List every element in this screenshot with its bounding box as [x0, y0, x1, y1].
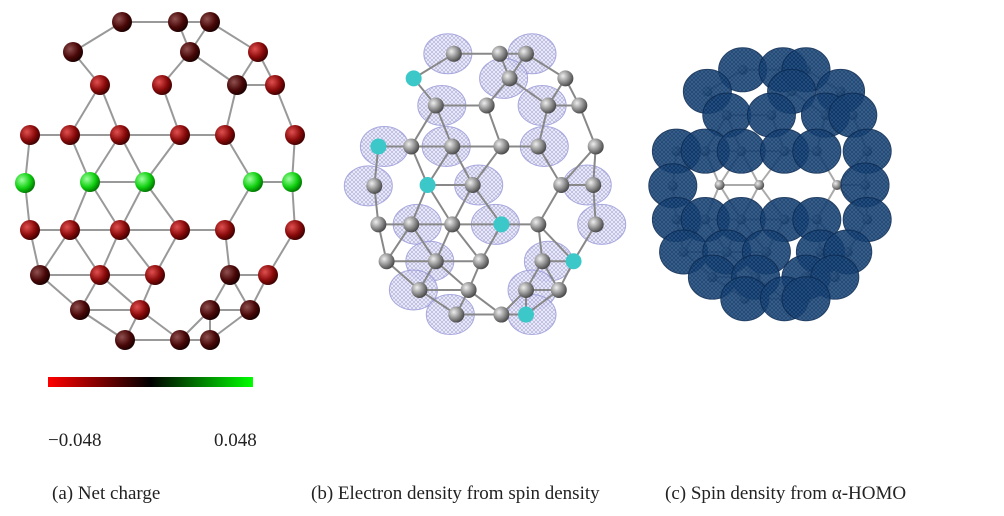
- atom: [420, 177, 436, 193]
- colorbar-max-label: 0.048: [214, 430, 257, 451]
- spin-density-molecule: [649, 48, 891, 321]
- atom: [90, 265, 110, 285]
- atom: [215, 220, 235, 240]
- atom: [444, 138, 460, 154]
- atom: [461, 282, 477, 298]
- colorbar: [48, 377, 253, 387]
- atom: [557, 70, 573, 86]
- atom: [493, 307, 509, 323]
- atom: [200, 12, 220, 32]
- atom: [428, 253, 444, 269]
- atom: [446, 46, 462, 62]
- atom: [227, 75, 247, 95]
- atom: [465, 177, 481, 193]
- atom: [551, 282, 567, 298]
- atom: [240, 300, 260, 320]
- atom: [70, 300, 90, 320]
- atom: [90, 75, 110, 95]
- atom: [403, 138, 419, 154]
- atom: [170, 125, 190, 145]
- spin-lobe: [793, 129, 841, 173]
- atom: [110, 125, 130, 145]
- atom: [145, 265, 165, 285]
- atom: [493, 216, 509, 232]
- atom: [518, 46, 534, 62]
- atom: [60, 125, 80, 145]
- atom: [566, 253, 582, 269]
- colorbar-min-label: −0.048: [48, 430, 101, 451]
- atom: [63, 42, 83, 62]
- atom: [370, 138, 386, 154]
- atom: [534, 253, 550, 269]
- spin-lobe: [782, 277, 830, 321]
- atom: [20, 125, 40, 145]
- caption: (a) Net charge: [52, 483, 160, 504]
- atom: [540, 97, 556, 113]
- atom: [406, 70, 422, 86]
- atom: [754, 180, 764, 190]
- atom: [444, 216, 460, 232]
- atom: [170, 220, 190, 240]
- atom: [135, 172, 155, 192]
- atom: [428, 97, 444, 113]
- atom: [479, 97, 495, 113]
- caption: (b) Electron density from spin density: [311, 483, 600, 504]
- atom: [553, 177, 569, 193]
- atom: [473, 253, 489, 269]
- atom: [530, 138, 546, 154]
- atom: [80, 172, 100, 192]
- atom: [20, 220, 40, 240]
- atom: [530, 216, 546, 232]
- net-charge-molecule: [15, 12, 305, 350]
- atom: [220, 265, 240, 285]
- atom: [130, 300, 150, 320]
- electron-density-molecule: [344, 34, 625, 335]
- atom: [285, 220, 305, 240]
- atom: [448, 307, 464, 323]
- atom: [585, 177, 601, 193]
- atom: [492, 46, 508, 62]
- atom: [215, 125, 235, 145]
- atom: [588, 216, 604, 232]
- atom: [715, 180, 725, 190]
- atom: [112, 12, 132, 32]
- caption: (c) Spin density from α-HOMO: [665, 483, 906, 504]
- atom: [200, 330, 220, 350]
- atom: [115, 330, 135, 350]
- atom: [168, 12, 188, 32]
- atom: [493, 138, 509, 154]
- atom: [518, 307, 534, 323]
- atom: [403, 216, 419, 232]
- atom: [243, 172, 263, 192]
- atom: [411, 282, 427, 298]
- atom: [832, 180, 842, 190]
- atom: [15, 173, 35, 193]
- atom: [502, 70, 518, 86]
- atom: [370, 216, 386, 232]
- atom: [366, 178, 382, 194]
- atom: [518, 282, 534, 298]
- atom: [282, 172, 302, 192]
- atom: [285, 125, 305, 145]
- figure: −0.048 0.048 (a) Net charge (b) Electron…: [0, 0, 1004, 516]
- atom: [30, 265, 50, 285]
- atom: [379, 253, 395, 269]
- atom: [265, 75, 285, 95]
- atom: [588, 138, 604, 154]
- figure-canvas: −0.048 0.048 (a) Net charge (b) Electron…: [0, 0, 1004, 516]
- atom: [152, 75, 172, 95]
- atom: [571, 97, 587, 113]
- atom: [248, 42, 268, 62]
- atom: [180, 42, 200, 62]
- atom: [110, 220, 130, 240]
- atom: [200, 300, 220, 320]
- atom: [60, 220, 80, 240]
- atom: [258, 265, 278, 285]
- atom: [170, 330, 190, 350]
- spin-lobe: [717, 129, 765, 173]
